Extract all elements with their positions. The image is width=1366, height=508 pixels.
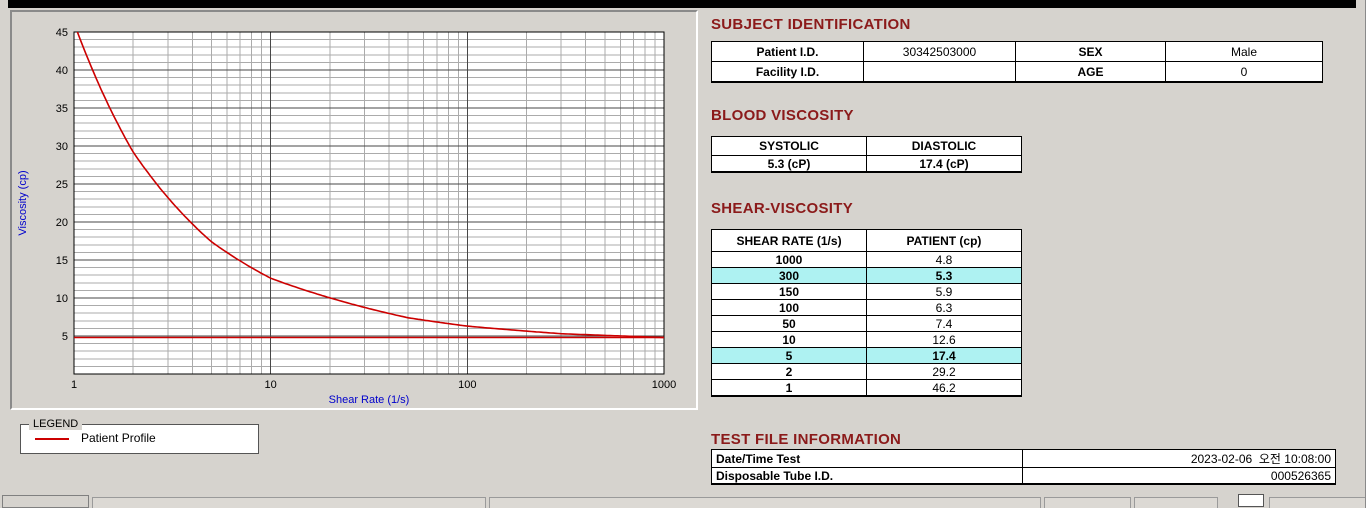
svg-text:10: 10: [56, 293, 68, 305]
shear-viscosity-title: SHEAR-VISCOSITY: [711, 200, 854, 217]
svg-text:5: 5: [62, 331, 68, 343]
bottom-control-6[interactable]: [1238, 494, 1264, 507]
shear-rate-cell: 1000: [711, 251, 867, 268]
svg-text:10: 10: [265, 379, 277, 391]
shear-viscosity-chart: 5 10 15 20 25 30 35 40 45 1 10 100 1000 Shear Rate (1…: [12, 12, 696, 408]
sex-label: SEX: [1015, 41, 1166, 62]
subject-identification-title: SUBJECT IDENTIFICATION: [711, 16, 911, 33]
blood-viscosity-table: SYSTOLIC DIASTOLIC 5.3 (cP) 17.4 (cP): [711, 136, 1022, 173]
shear-rate-cell: 100: [711, 299, 867, 316]
diastolic-value: 17.4 (cP): [866, 155, 1022, 173]
age-value: 0: [1165, 61, 1323, 83]
shear-viscosity-row: 2 29.2: [711, 363, 1022, 380]
patient-viscosity-cell: 5.9: [866, 283, 1022, 300]
bottom-control-7[interactable]: [1269, 497, 1365, 508]
patient-viscosity-cell: 6.3: [866, 299, 1022, 316]
svg-text:1: 1: [71, 379, 77, 391]
systolic-value: 5.3 (cP): [711, 155, 867, 173]
legend-series-line-sample: [35, 438, 69, 440]
shear-viscosity-row: 100 6.3: [711, 299, 1022, 316]
shear-viscosity-row: 10 12.6: [711, 331, 1022, 348]
table-row: Patient I.D. 30342503000 SEX Male: [711, 41, 1323, 62]
patient-viscosity-cell: 4.8: [866, 251, 1022, 268]
svg-text:1000: 1000: [652, 379, 676, 391]
patient-id-label: Patient I.D.: [711, 41, 864, 62]
chart-legend: LEGEND Patient Profile: [20, 418, 259, 454]
window-top-bar: [8, 0, 1356, 8]
systolic-header: SYSTOLIC: [711, 136, 867, 156]
diastolic-header: DIASTOLIC: [866, 136, 1022, 156]
patient-viscosity-cell: 29.2: [866, 363, 1022, 380]
viscosity-chart-panel: 5 10 15 20 25 30 35 40 45 1 10 100 1000 Shear Rate (1…: [10, 10, 698, 410]
shear-viscosity-row: 300 5.3: [711, 267, 1022, 284]
shear-viscosity-row: 1 46.2: [711, 379, 1022, 397]
shear-rate-cell: 150: [711, 283, 867, 300]
shear-viscosity-row: 150 5.9: [711, 283, 1022, 300]
test-file-information-table: Date/Time Test 2023-02-06 오전 10:08:00 Di…: [711, 449, 1336, 485]
shear-rate-cell: 1: [711, 379, 867, 397]
bottom-control-4[interactable]: [1044, 497, 1131, 508]
shear-viscosity-row: 5 17.4: [711, 347, 1022, 364]
legend-title: LEGEND: [29, 418, 83, 430]
bottom-control-2[interactable]: [92, 497, 486, 508]
patient-cp-header: PATIENT (cp): [866, 229, 1022, 252]
svg-text:15: 15: [56, 255, 68, 267]
table-row: Disposable Tube I.D. 000526365: [711, 467, 1336, 485]
table-row: 5.3 (cP) 17.4 (cP): [711, 155, 1022, 173]
blood-viscosity-title: BLOOD VISCOSITY: [711, 107, 854, 124]
shear-rate-cell: 2: [711, 363, 867, 380]
bottom-control-5[interactable]: [1134, 497, 1218, 508]
svg-text:Viscosity (cp): Viscosity (cp): [17, 170, 29, 235]
facility-id-value: [863, 61, 1016, 83]
svg-text:40: 40: [56, 65, 68, 77]
shear-viscosity-table: SHEAR RATE (1/s) PATIENT (cp) 1000 4.8 300…: [711, 229, 1022, 397]
patient-viscosity-cell: 17.4: [866, 347, 1022, 364]
bottom-control-3[interactable]: [489, 497, 1041, 508]
facility-id-label: Facility I.D.: [711, 61, 864, 83]
shear-rate-cell: 5: [711, 347, 867, 364]
svg-text:25: 25: [56, 179, 68, 191]
sex-value: Male: [1165, 41, 1323, 62]
date-time-test-label: Date/Time Test: [711, 449, 1023, 468]
patient-viscosity-cell: 7.4: [866, 315, 1022, 332]
table-row: Facility I.D. AGE 0: [711, 61, 1323, 83]
test-file-information-title: TEST FILE INFORMATION: [711, 431, 902, 448]
date-time-test-value: 2023-02-06 오전 10:08:00: [1022, 449, 1336, 468]
svg-text:20: 20: [56, 217, 68, 229]
age-label: AGE: [1015, 61, 1166, 83]
patient-id-value: 30342503000: [863, 41, 1016, 62]
shear-rate-header: SHEAR RATE (1/s): [711, 229, 867, 252]
table-row: Date/Time Test 2023-02-06 오전 10:08:00: [711, 449, 1336, 468]
svg-text:100: 100: [458, 379, 476, 391]
table-header-row: SYSTOLIC DIASTOLIC: [711, 136, 1022, 156]
legend-series-label: Patient Profile: [81, 431, 156, 445]
shear-rate-cell: 10: [711, 331, 867, 348]
shear-viscosity-row: 50 7.4: [711, 315, 1022, 332]
svg-text:45: 45: [56, 27, 68, 39]
disposable-tube-id-value: 000526365: [1022, 467, 1336, 485]
shear-rate-cell: 300: [711, 267, 867, 284]
svg-text:30: 30: [56, 141, 68, 153]
shear-rate-cell: 50: [711, 315, 867, 332]
shear-viscosity-row: 1000 4.8: [711, 251, 1022, 268]
disposable-tube-id-label: Disposable Tube I.D.: [711, 467, 1023, 485]
svg-text:35: 35: [56, 103, 68, 115]
bottom-control-1[interactable]: [2, 495, 89, 508]
patient-viscosity-cell: 46.2: [866, 379, 1022, 397]
svg-text:Shear Rate (1/s): Shear Rate (1/s): [329, 394, 410, 406]
patient-viscosity-cell: 5.3: [866, 267, 1022, 284]
subject-identification-table: Patient I.D. 30342503000 SEX Male Facili…: [711, 41, 1323, 83]
patient-viscosity-cell: 12.6: [866, 331, 1022, 348]
table-header-row: SHEAR RATE (1/s) PATIENT (cp): [711, 229, 1022, 252]
